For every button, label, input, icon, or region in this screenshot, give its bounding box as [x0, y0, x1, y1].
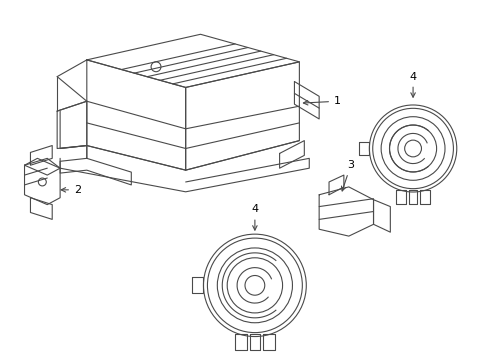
Text: 2: 2 — [61, 185, 81, 195]
Text: 4: 4 — [410, 72, 416, 97]
Text: 4: 4 — [251, 204, 258, 230]
Text: 3: 3 — [342, 160, 354, 191]
Text: 1: 1 — [303, 96, 341, 106]
